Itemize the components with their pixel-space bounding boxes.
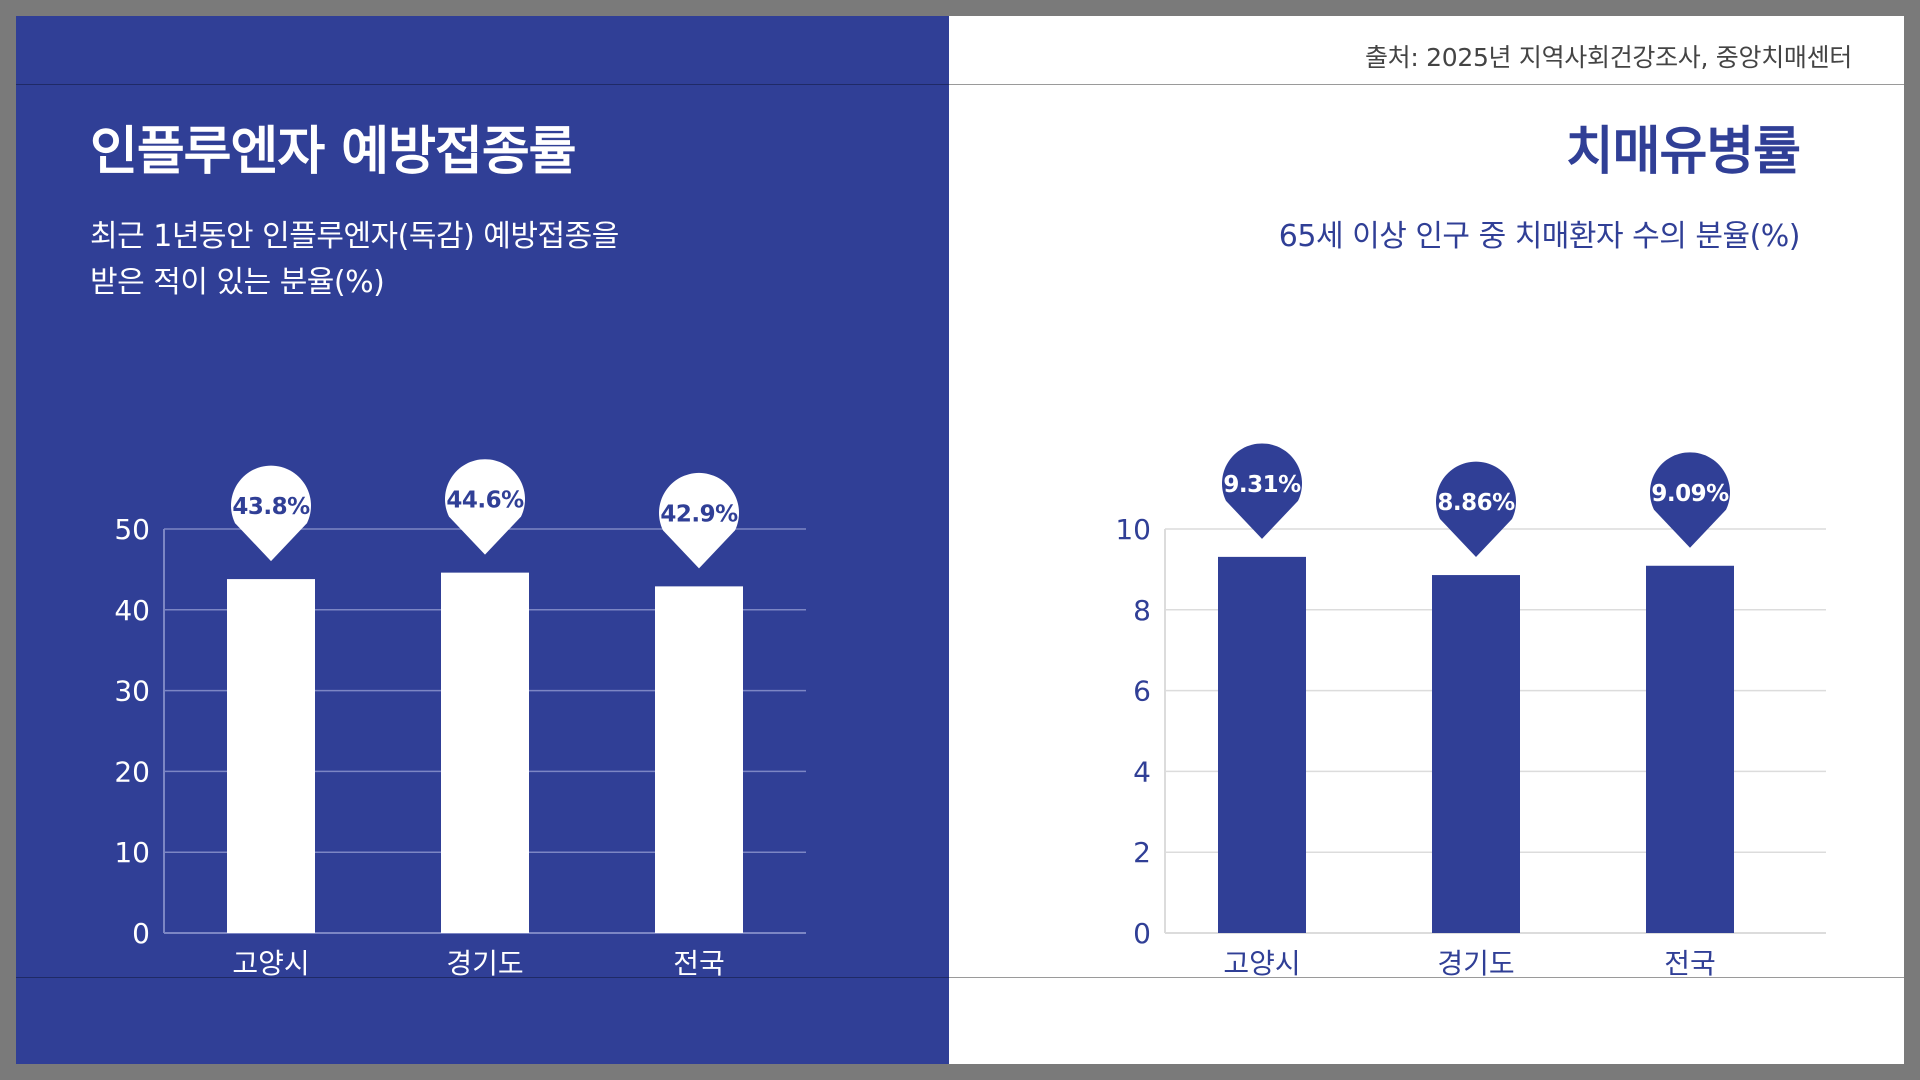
source-note: 출처: 2025년 지역사회건강조사, 중앙치매센터 [1364, 43, 1852, 72]
vaccination-value-label: 42.9% [660, 501, 738, 527]
dementia-y-tick-label: 10 [1115, 513, 1151, 546]
dementia-value-label: 8.86% [1437, 490, 1515, 516]
vaccination-y-tick-label: 0 [132, 917, 150, 950]
dementia-category-label: 전국 [1664, 947, 1716, 980]
right-chart-subtitle: 65세 이상 인구 중 치매환자 수의 분율(%) [1278, 219, 1801, 254]
left-subtitle-line-1: 최근 1년동안 인플루엔자(독감) 예방접종을 [90, 219, 619, 254]
dementia-bar [1432, 575, 1520, 933]
vaccination-y-tick-label: 50 [114, 513, 150, 546]
dementia-bar [1646, 565, 1734, 933]
vaccination-y-tick-label: 30 [114, 675, 150, 708]
vaccination-value-label: 44.6% [446, 488, 524, 514]
vaccination-category-label: 경기도 [446, 947, 523, 980]
vaccination-category-label: 고양시 [232, 947, 309, 980]
vaccination-y-tick-label: 10 [114, 836, 150, 869]
dementia-y-tick-label: 2 [1133, 836, 1151, 869]
left-top-rule [16, 84, 949, 85]
vaccination-rate-chart: 0 10 20 30 40 50 고양시 43.8% 경기도 44.6% 전국 42.9% [114, 459, 806, 980]
dementia-y-tick-label: 4 [1133, 755, 1151, 788]
vaccination-pin-marker [445, 459, 525, 555]
right-top-rule [949, 84, 1904, 85]
right-bottom-rule [949, 977, 1904, 978]
vaccination-bar [441, 572, 529, 933]
dementia-category-label: 고양시 [1223, 947, 1300, 980]
dementia-bar [1218, 556, 1306, 933]
dementia-y-tick-label: 8 [1133, 594, 1151, 627]
left-chart-title: 인플루엔자 예방접종률 [90, 122, 577, 182]
vaccination-y-tick-label: 40 [114, 594, 150, 627]
dementia-value-label: 9.31% [1223, 472, 1301, 498]
dementia-pin-marker [1650, 452, 1730, 548]
left-subtitle-line-2: 받은 적이 있는 분율(%) [90, 265, 385, 300]
vaccination-bar [655, 586, 743, 933]
left-bottom-rule [16, 977, 949, 978]
vaccination-y-tick-label: 20 [114, 755, 150, 788]
dementia-pin-marker [1222, 443, 1302, 539]
dementia-y-tick-label: 6 [1133, 675, 1151, 708]
dementia-value-label: 9.09% [1651, 481, 1729, 507]
dementia-pin-marker [1436, 461, 1516, 558]
left-chart-subtitle: 최근 1년동안 인플루엔자(독감) 예방접종을 받은 적이 있는 분율(%) [90, 214, 710, 306]
dementia-y-tick-label: 0 [1133, 917, 1151, 950]
vaccination-pin-marker [659, 472, 739, 569]
dementia-prevalence-chart: 0 2 4 6 8 10 고양시 9.31% 경기도 8.86% 전국 9.09% [1115, 443, 1826, 980]
vaccination-category-label: 전국 [673, 947, 725, 980]
dementia-category-label: 경기도 [1437, 947, 1514, 980]
vaccination-value-label: 43.8% [232, 494, 310, 520]
right-chart-title: 치매유병률 [1565, 122, 1801, 182]
vaccination-bar [227, 579, 315, 933]
slide-frame: 출처: 2025년 지역사회건강조사, 중앙치매센터 인플루엔자 예방접종률 최… [16, 16, 1904, 1064]
vaccination-pin-marker [231, 465, 311, 562]
